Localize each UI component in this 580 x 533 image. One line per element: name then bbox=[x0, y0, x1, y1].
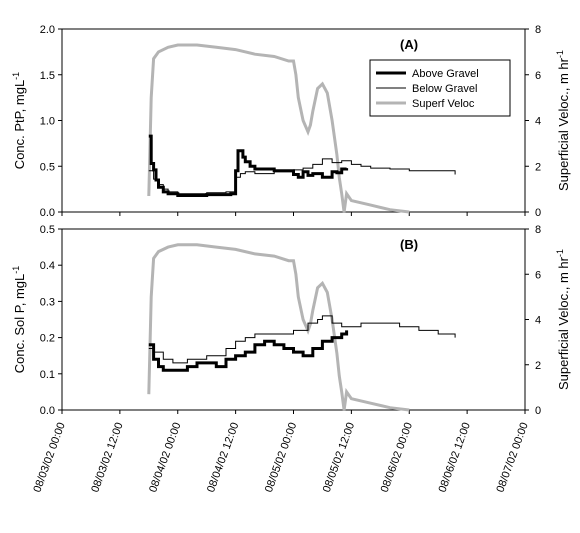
right-tick-label: 0 bbox=[535, 405, 541, 417]
left-axis-title-text: Conc. Sol P, mgL bbox=[12, 274, 27, 373]
right-axis-title-sup: -1 bbox=[555, 50, 565, 58]
left-tick-label: 0.0 bbox=[40, 405, 55, 417]
left-tick-label: 0.2 bbox=[40, 333, 55, 345]
left-tick-label: 1.5 bbox=[40, 70, 55, 82]
right-tick-label: 4 bbox=[535, 315, 541, 327]
x-tick-label: 08/06/02 00:00 bbox=[379, 421, 415, 494]
x-tick-label: 08/05/02 12:00 bbox=[321, 421, 357, 494]
legend-label-above-gravel: Above Gravel bbox=[412, 68, 479, 80]
left-axis-title: Conc. Sol P, mgL-1 bbox=[11, 266, 27, 374]
panel-b-chart: 0.0 0.1 0.2 0.3 0.4 0.5 0 2 4 6 8 08/03/02 00:00 08/… bbox=[11, 224, 571, 494]
series-line-superf-veloc-b bbox=[147, 243, 410, 412]
x-tick-label: 08/05/02 00:00 bbox=[263, 421, 299, 494]
right-tick-label: 6 bbox=[535, 269, 541, 281]
series-line-above-gravel-a bbox=[148, 134, 349, 197]
legend-label-below-gravel: Below Gravel bbox=[412, 83, 477, 95]
left-tick-label: 0.1 bbox=[40, 369, 55, 381]
series-line-above-gravel-b bbox=[148, 330, 349, 372]
plot-frame-a bbox=[61, 28, 526, 213]
x-tick-label: 08/03/02 12:00 bbox=[89, 421, 125, 494]
left-tick-label: 0.5 bbox=[40, 161, 55, 173]
left-axis-title: Conc. PtP, mgL-1 bbox=[11, 72, 27, 169]
right-axis-title-text: Superficial Veloc., m hr bbox=[556, 57, 571, 191]
right-tick-label: 2 bbox=[535, 360, 541, 372]
left-tick-label: 0.5 bbox=[40, 224, 55, 236]
left-axis-title-sup: -1 bbox=[11, 266, 21, 274]
x-tick-label: 08/07/02 00:00 bbox=[494, 421, 530, 494]
panel-label-a: (A) bbox=[400, 37, 418, 52]
right-tick-label: 6 bbox=[535, 70, 541, 82]
right-tick-label: 2 bbox=[535, 161, 541, 173]
right-axis-title: Superficial Veloc., m hr-1 bbox=[555, 249, 571, 390]
legend-label-superf-veloc: Superf Veloc bbox=[412, 98, 475, 110]
right-tick-label: 8 bbox=[535, 224, 541, 236]
left-tick-label: 1.0 bbox=[40, 116, 55, 128]
x-tick-label: 08/04/02 12:00 bbox=[205, 421, 241, 494]
right-tick-label: 0 bbox=[535, 207, 541, 219]
right-tick-label: 8 bbox=[535, 24, 541, 36]
right-tick-label: 4 bbox=[535, 116, 541, 128]
right-axis-title-sup: -1 bbox=[555, 249, 565, 257]
x-tick-label: 08/03/02 00:00 bbox=[31, 421, 67, 494]
series-line-superf-veloc-a bbox=[147, 43, 410, 214]
left-tick-label: 0.4 bbox=[40, 260, 55, 272]
left-tick-label: 0.0 bbox=[40, 207, 55, 219]
series-line-below-gravel-b bbox=[148, 315, 456, 364]
panel-label-b: (B) bbox=[400, 237, 418, 252]
x-tick-label: 08/04/02 00:00 bbox=[147, 421, 183, 494]
right-axis-title-text: Superficial Veloc., m hr bbox=[556, 256, 571, 390]
left-tick-label: 0.3 bbox=[40, 296, 55, 308]
left-axis-title-text: Conc. PtP, mgL bbox=[12, 80, 27, 169]
right-axis-title: Superficial Veloc., m hr-1 bbox=[555, 50, 571, 191]
plot-frame-b bbox=[61, 228, 526, 411]
left-tick-label: 2.0 bbox=[40, 24, 55, 36]
left-axis-title-sup: -1 bbox=[11, 72, 21, 80]
x-tick-label: 08/06/02 12:00 bbox=[437, 421, 473, 494]
